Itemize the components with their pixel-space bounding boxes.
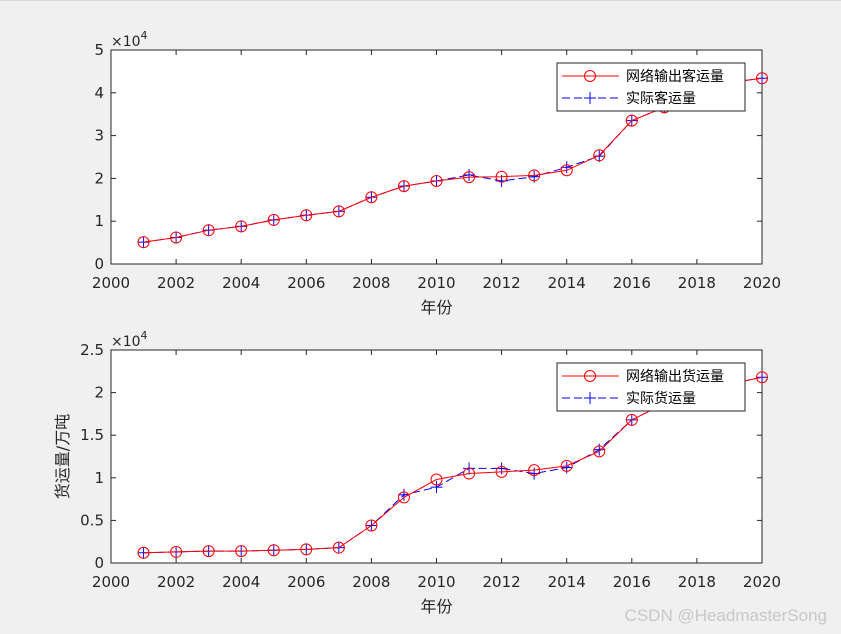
x-tick-label: 2008: [352, 573, 390, 591]
data-point-circle: [430, 174, 443, 187]
x-tick-label: 2010: [417, 573, 455, 591]
legend-item: 网络输出客运量: [562, 68, 724, 85]
legend-label: 网络输出客运量: [626, 68, 724, 85]
data-point-circle: [593, 445, 606, 458]
data-point-circle: [202, 545, 215, 558]
data-point-circle: [300, 543, 313, 556]
data-point-circle: [495, 465, 508, 478]
y-tick-label: 1.5: [80, 426, 104, 444]
x-tick-label: 2006: [287, 573, 325, 591]
x-tick-label: 2012: [483, 274, 521, 292]
x-tick-label: 2018: [678, 274, 716, 292]
y-tick-label: 4: [94, 84, 104, 102]
y-exponent-label: ×104: [111, 329, 148, 350]
x-tick-label: 2016: [613, 274, 651, 292]
data-point-circle: [528, 464, 541, 477]
y-tick-label: 3: [94, 127, 104, 145]
legend-label: 实际货运量: [626, 390, 696, 407]
y-tick-label: 0.5: [80, 511, 104, 529]
y-tick-label: 1: [94, 212, 104, 230]
x-tick-label: 2010: [417, 274, 455, 292]
data-point-circle: [756, 72, 768, 85]
x-tick-label: 2004: [222, 274, 260, 292]
y-tick-label: 5: [94, 41, 104, 59]
window-top-border: [0, 0, 841, 1]
y-tick-label: 2.5: [80, 341, 104, 359]
data-point-circle: [528, 169, 541, 182]
data-point-plus: [430, 481, 443, 494]
x-tick-label: 2016: [613, 573, 651, 591]
data-point-circle: [756, 371, 768, 384]
y-tick-label: 0: [94, 255, 104, 273]
y-tick-label: 1: [94, 469, 104, 487]
legend-marker-circle: [584, 70, 596, 82]
x-tick-label: 2004: [222, 573, 260, 591]
x-tick-label: 2014: [548, 573, 586, 591]
data-point-circle: [170, 545, 183, 558]
data-point-plus: [463, 168, 476, 181]
y-tick-label: 0: [94, 554, 104, 572]
watermark: CSDN @HeadmasterSong: [624, 606, 827, 625]
y-tick-label: 2: [94, 169, 104, 187]
legend-item: 网络输出货运量: [562, 368, 724, 385]
data-point-circle: [625, 413, 638, 426]
y-tick-label: 2: [94, 384, 104, 402]
data-point-circle: [300, 209, 313, 222]
x-tick-label: 2018: [678, 573, 716, 591]
x-tick-label: 2000: [92, 274, 130, 292]
chart-2: 2000 2002 2004 2006 2008 2010 2012 2014 2016 2018…: [53, 329, 781, 616]
data-point-circle: [332, 205, 345, 218]
data-point-circle: [137, 546, 150, 559]
data-point-circle: [202, 224, 215, 237]
x-axis-label: 年份: [420, 597, 452, 616]
data-point-circle: [365, 519, 378, 532]
legend-item: 实际货运量: [562, 390, 696, 407]
x-tick-label: 2012: [483, 573, 521, 591]
data-point-circle: [235, 220, 248, 233]
data-point-circle: [267, 213, 280, 226]
y-axis-label: 货运量/万吨: [53, 414, 72, 499]
x-tick-label: 2020: [743, 573, 781, 591]
x-tick-label: 2000: [92, 573, 130, 591]
data-point-circle: [267, 544, 280, 557]
legend-label: 实际客运量: [626, 90, 696, 107]
x-tick-label: 2006: [287, 274, 325, 292]
legend-marker-circle: [584, 370, 596, 382]
data-point-circle: [397, 180, 410, 193]
x-tick-label: 2008: [352, 274, 390, 292]
legend-label: 网络输出货运量: [626, 368, 724, 385]
data-point-plus: [593, 150, 606, 163]
data-point-circle: [365, 191, 378, 204]
x-tick-label: 2014: [548, 274, 586, 292]
data-point-circle: [235, 545, 248, 558]
chart-1: 2000 2002 2004 2006 2008 2010 2012 2014 2016 2018…: [92, 29, 781, 317]
data-point-circle: [430, 473, 443, 486]
y-exponent-label: ×104: [111, 29, 148, 50]
x-tick-label: 2002: [157, 274, 195, 292]
x-tick-label: 2020: [743, 274, 781, 292]
data-point-circle: [332, 541, 345, 554]
data-point-circle: [625, 114, 638, 127]
data-point-circle: [560, 459, 573, 472]
data-point-circle: [463, 171, 476, 184]
data-point-circle: [495, 170, 508, 183]
data-point-circle: [397, 491, 410, 504]
data-point-circle: [593, 149, 606, 162]
x-axis-label: 年份: [420, 298, 452, 317]
data-point-circle: [170, 231, 183, 244]
data-point-circle: [560, 164, 573, 177]
data-point-plus: [560, 161, 573, 174]
legend-item: 实际客运量: [562, 90, 696, 107]
data-point-circle: [463, 467, 476, 480]
x-tick-label: 2002: [157, 573, 195, 591]
data-point-circle: [137, 236, 150, 249]
